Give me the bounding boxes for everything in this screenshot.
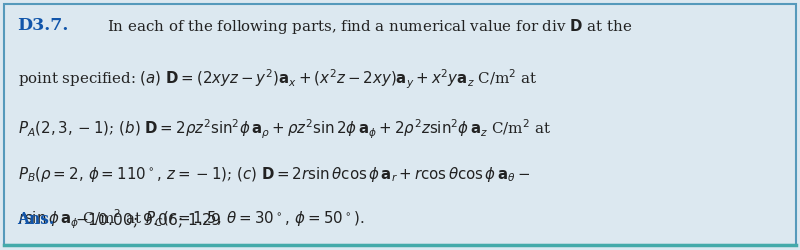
Text: point specified: $(a)$ $\mathbf{D} = (2xyz - y^2)\mathbf{a}_x + (x^2z - 2xy)\mat: point specified: $(a)$ $\mathbf{D} = (2x… bbox=[18, 68, 537, 91]
Text: Ans.: Ans. bbox=[18, 211, 55, 228]
Text: $P_B(\rho = 2,\, \phi = 110^\circ,\, z = -1)$; $(c)$ $\mathbf{D} = 2r\sin\theta\: $P_B(\rho = 2,\, \phi = 110^\circ,\, z =… bbox=[18, 165, 530, 184]
FancyBboxPatch shape bbox=[4, 4, 796, 245]
Text: $-10.00$; $9.06$; $1.29$: $-10.00$; $9.06$; $1.29$ bbox=[75, 211, 222, 230]
Text: D3.7.: D3.7. bbox=[18, 18, 69, 34]
Text: In each of the following parts, find a numerical value for div $\mathbf{D}$ at t: In each of the following parts, find a n… bbox=[107, 18, 633, 36]
Text: $P_A(2, 3, -1)$; $(b)$ $\mathbf{D} = 2\rho z^2 \sin^2\!\phi\, \mathbf{a}_\rho + : $P_A(2, 3, -1)$; $(b)$ $\mathbf{D} = 2\r… bbox=[18, 118, 550, 141]
Text: $r\sin\phi\, \mathbf{a}_\phi$ C/m$^2$ at $P_C(r = 1.5,\, \theta = 30^\circ,\, \p: $r\sin\phi\, \mathbf{a}_\phi$ C/m$^2$ at… bbox=[18, 208, 364, 231]
